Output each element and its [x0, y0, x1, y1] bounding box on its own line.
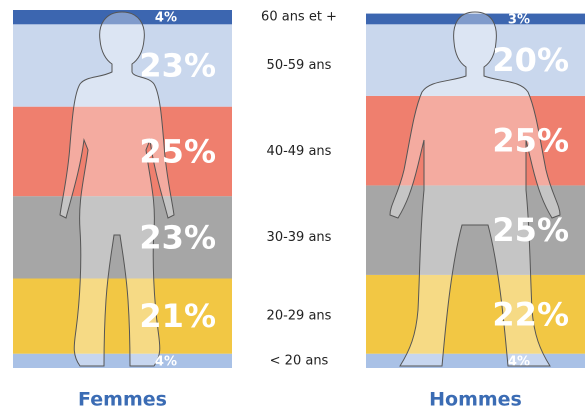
bar-segment — [13, 106, 232, 197]
silhouettes — [59, 11, 561, 367]
age-label: 60 ans et + — [261, 10, 337, 25]
value-label: 22% — [492, 295, 569, 333]
value-label: 21% — [139, 297, 216, 335]
bar-segment — [13, 196, 232, 279]
bar-segment — [366, 185, 585, 275]
labels: 4% 21% 23% 25% 23% 4% Femmes 4% 22% 25% 25% 20% 3% Ho… — [78, 10, 569, 411]
bar-segment — [366, 274, 585, 354]
value-label: 23% — [139, 46, 216, 84]
category-label: Hommes — [429, 389, 522, 411]
female-silhouette — [59, 11, 175, 367]
value-label: 23% — [139, 218, 216, 256]
value-label: 25% — [492, 211, 569, 249]
value-label: 4% — [155, 11, 177, 26]
value-label: 25% — [139, 132, 216, 170]
value-label: 4% — [508, 354, 530, 369]
category-label: Femmes — [78, 389, 167, 411]
bar-segment — [13, 353, 232, 368]
age-label: < 20 ans — [270, 353, 329, 368]
bar-segment — [366, 24, 585, 96]
value-label: 20% — [492, 41, 569, 79]
value-label: 3% — [508, 12, 530, 27]
bar-segment — [366, 95, 585, 186]
bar-segment — [13, 10, 232, 25]
bar-segment — [366, 353, 585, 368]
age-label: 30-39 ans — [267, 230, 332, 245]
bar-segment — [366, 13, 585, 25]
value-label: 4% — [155, 354, 177, 369]
age-label: 50-59 ans — [267, 58, 332, 73]
bars — [13, 10, 585, 368]
bar-segment — [13, 278, 232, 354]
age-label: 20-29 ans — [267, 309, 332, 324]
bar-segment — [13, 24, 232, 107]
age-label: 40-49 ans — [267, 144, 332, 159]
value-label: 25% — [492, 122, 569, 160]
male-silhouette — [389, 11, 561, 367]
